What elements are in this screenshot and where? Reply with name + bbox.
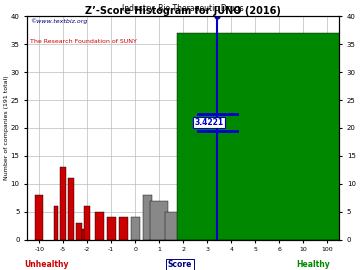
Bar: [76, 223, 82, 240]
Bar: [165, 212, 178, 240]
Bar: [191, 212, 199, 240]
Bar: [54, 206, 58, 240]
Text: Score: Score: [168, 260, 192, 269]
Bar: [225, 228, 238, 240]
Text: Industry: Bio Therapeutic Drugs: Industry: Bio Therapeutic Drugs: [122, 4, 244, 13]
Bar: [263, 228, 271, 240]
Bar: [150, 201, 168, 240]
Bar: [198, 212, 216, 240]
Bar: [35, 195, 43, 240]
Bar: [255, 111, 303, 240]
Bar: [177, 33, 360, 240]
Bar: [179, 212, 188, 240]
Bar: [220, 228, 228, 240]
Title: Z’-Score Histogram for JUNO (2016): Z’-Score Histogram for JUNO (2016): [85, 6, 281, 16]
Bar: [107, 217, 116, 240]
Bar: [95, 212, 104, 240]
Bar: [215, 228, 224, 240]
Text: 3.4221: 3.4221: [194, 118, 224, 127]
Bar: [131, 217, 140, 240]
Bar: [143, 195, 152, 240]
Text: The Research Foundation of SUNY: The Research Foundation of SUNY: [30, 39, 137, 44]
Bar: [60, 167, 66, 240]
Bar: [68, 178, 74, 240]
Bar: [248, 223, 262, 240]
Text: ©www.textbiz.org: ©www.textbiz.org: [30, 19, 88, 24]
Text: Unhealthy: Unhealthy: [24, 260, 69, 269]
Bar: [84, 206, 90, 240]
Text: Healthy: Healthy: [296, 260, 330, 269]
Bar: [119, 217, 127, 240]
Y-axis label: Number of companies (191 total): Number of companies (191 total): [4, 76, 9, 180]
Bar: [82, 228, 85, 240]
